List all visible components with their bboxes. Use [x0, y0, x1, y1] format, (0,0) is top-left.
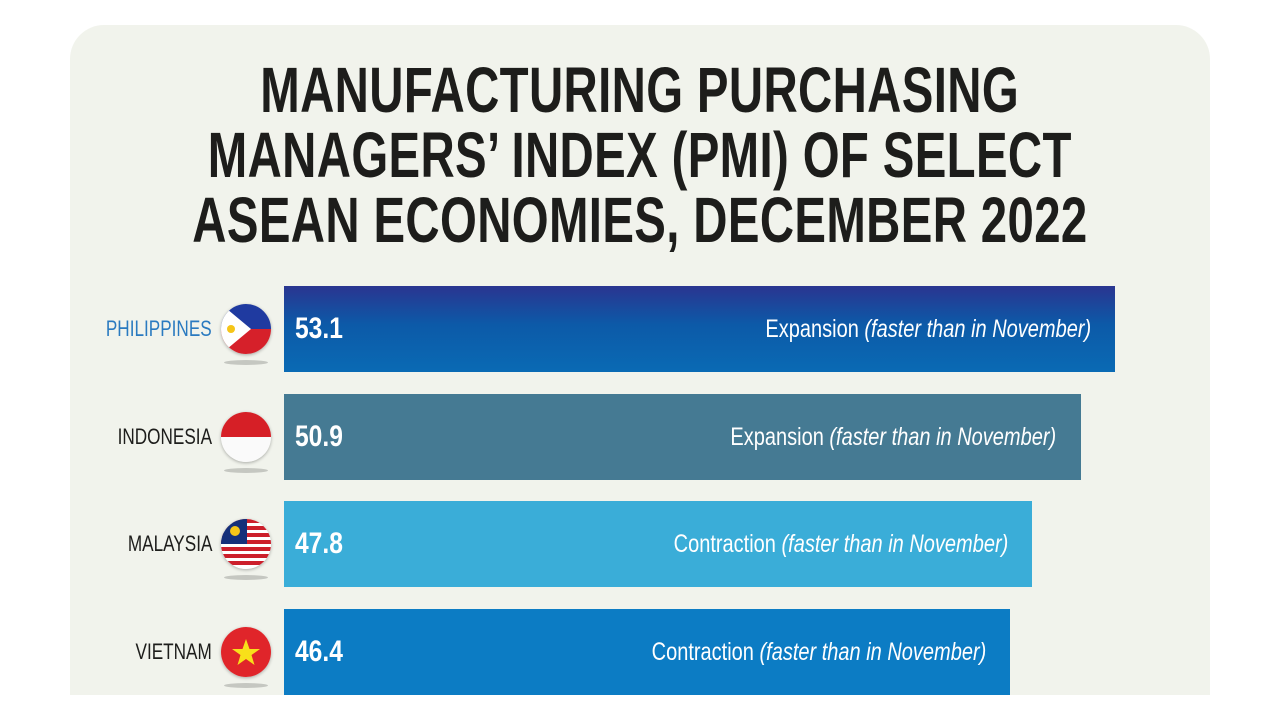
category-label: MALAYSIA [127, 531, 212, 556]
flag-shadow [224, 360, 268, 365]
status-detail: (faster than in November) [781, 530, 1009, 558]
status-text: Expansion [730, 423, 825, 451]
status-text: Expansion [765, 315, 859, 343]
bar-indonesia: 50.9 Expansion (faster than in November) [284, 394, 1081, 480]
bar-vietnam: 46.4 Contraction (faster than in November… [284, 609, 1011, 695]
chart-title: MANUFACTURING PURCHASING MANAGERS’ INDEX… [0, 58, 1280, 253]
status-text: Contraction [651, 638, 754, 666]
flag-shadow [224, 468, 268, 473]
status-text: Contraction [673, 530, 776, 558]
title-line-3: ASEAN ECONOMIES, DECEMBER 2022 [192, 184, 1088, 256]
value-label: 53.1 [295, 312, 343, 345]
category-label: INDONESIA [117, 424, 212, 449]
vietnam-flag-icon [221, 627, 271, 677]
malaysia-flag-icon [221, 519, 271, 569]
indonesia-flag-icon [221, 412, 271, 462]
row-malaysia: MALAYSIA 47.8 Contraction (faster than in … [0, 501, 1280, 587]
row-philippines: PHILIPPINES 53.1 Expansion (faster than in… [0, 286, 1280, 372]
title-line-1: MANUFACTURING PURCHASING [260, 54, 1020, 126]
row-indonesia: INDONESIA 50.9 Expansion (faster than in N… [0, 394, 1280, 480]
status-detail: (faster than in November) [829, 423, 1057, 451]
status-note: Expansion (faster than in November) [731, 394, 1057, 480]
bar-philippines: 53.1 Expansion (faster than in November) [284, 286, 1115, 372]
row-vietnam: VIETNAM 46.4 Contraction (faster than in N… [0, 609, 1280, 695]
status-note: Contraction (faster than in November) [652, 609, 987, 695]
category-label: VIETNAM [135, 639, 212, 664]
value-label: 46.4 [295, 635, 343, 668]
status-note: Contraction (faster than in November) [673, 501, 1008, 587]
status-detail: (faster than in November) [759, 638, 987, 666]
status-note: Expansion (faster than in November) [765, 286, 1091, 372]
philippines-flag-icon [221, 304, 271, 354]
title-line-2: MANAGERS’ INDEX (PMI) OF SELECT [208, 119, 1072, 191]
category-label: PHILIPPINES [106, 316, 212, 341]
flag-shadow [224, 575, 268, 580]
value-label: 50.9 [295, 420, 343, 453]
value-label: 47.8 [295, 527, 343, 560]
bar-malaysia: 47.8 Contraction (faster than in November… [284, 501, 1033, 587]
flag-shadow [224, 683, 268, 688]
status-detail: (faster than in November) [864, 315, 1091, 343]
